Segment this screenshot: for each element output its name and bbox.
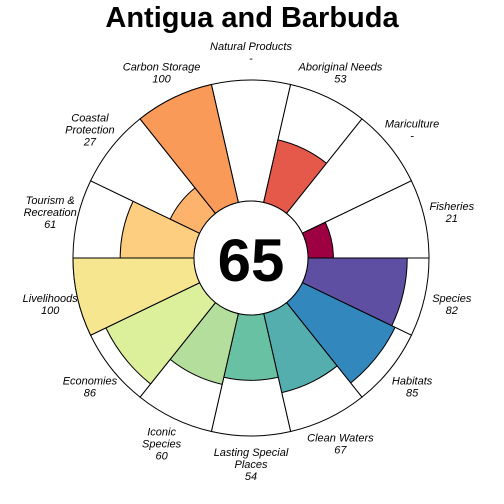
petal-score-iconic-species: 60 — [155, 451, 168, 463]
petal-label-fisheries: Fisheries — [429, 201, 474, 213]
petal-label-lasting-special-places: Places — [234, 459, 268, 471]
petal-label-coastal-protection: Coastal — [71, 113, 109, 125]
petal-score-natural-products: - — [249, 53, 253, 65]
chart-title: Antigua and Barbuda — [105, 2, 399, 34]
petals-group — [72, 79, 430, 437]
labels-group: Natural Products-Aboriginal Needs53Maric… — [23, 41, 475, 483]
petal-label-natural-products: Natural Products — [210, 41, 292, 53]
petal-score-livelihoods: 100 — [41, 305, 60, 317]
petal-score-tourism-and-recreation: 61 — [44, 219, 56, 231]
petal-label-livelihoods: Livelihoods — [23, 293, 79, 305]
petal-label-tourism-and-recreation: Recreation — [24, 207, 77, 219]
petal-label-clean-waters: Clean Waters — [307, 433, 374, 445]
petal-label-tourism-and-recreation: Tourism & — [26, 195, 75, 207]
petal-score-species: 82 — [446, 305, 458, 317]
petal-score-carbon-storage: 100 — [152, 73, 171, 85]
petal-label-species: Species — [432, 293, 472, 305]
petal-label-iconic-species: Iconic — [147, 427, 176, 439]
petal-label-coastal-protection: Protection — [65, 125, 115, 137]
petal-label-habitats: Habitats — [392, 375, 433, 387]
petal-score-lasting-special-places: 54 — [245, 471, 257, 483]
petal-label-economies: Economies — [63, 375, 118, 387]
petal-label-carbon-storage: Carbon Storage — [123, 61, 201, 73]
petal-score-aboriginal-needs: 53 — [334, 73, 347, 85]
petal-score-fisheries: 21 — [445, 213, 458, 225]
petal-score-coastal-protection: 27 — [83, 137, 97, 149]
petal-score-economies: 86 — [84, 387, 97, 399]
petal-label-lasting-special-places: Lasting Special — [214, 447, 289, 459]
center-circle — [193, 200, 309, 316]
petal-score-habitats: 85 — [406, 387, 419, 399]
petal-label-aboriginal-needs: Aboriginal Needs — [298, 61, 383, 73]
petal-label-iconic-species: Species — [142, 439, 182, 451]
overall-score: 65 — [218, 227, 285, 294]
petal-score-mariculture: - — [410, 131, 414, 143]
petal-score-clean-waters: 67 — [334, 445, 347, 457]
petal-label-mariculture: Mariculture — [385, 119, 439, 131]
